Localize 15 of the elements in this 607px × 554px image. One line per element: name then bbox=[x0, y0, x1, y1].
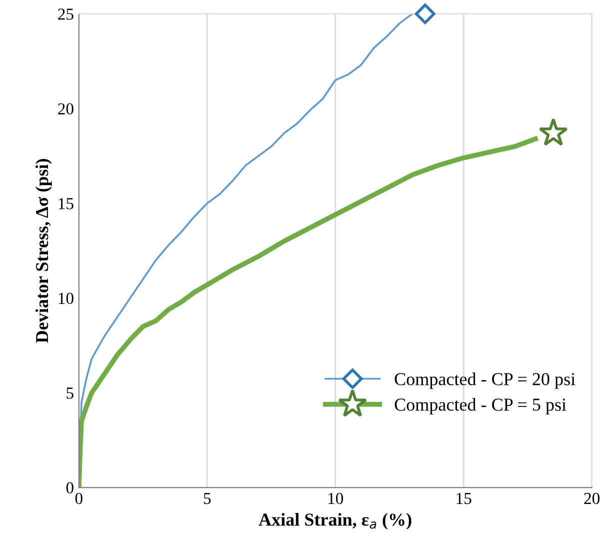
x-tick-label: 10 bbox=[328, 492, 344, 504]
y-tick-label: 15 bbox=[58, 198, 74, 210]
x-tick-label: 5 bbox=[204, 493, 211, 504]
y-tick-label: 5 bbox=[66, 388, 74, 399]
legend-label: Compacted - CP = 20 psi bbox=[394, 372, 576, 389]
y-tick-label: 25 bbox=[58, 8, 74, 20]
x-tick-label: 15 bbox=[456, 492, 472, 504]
x-tick-label: 0 bbox=[75, 492, 82, 504]
legend-label: Compacted - CP = 5 psi bbox=[394, 398, 566, 414]
y-tick-label: 0 bbox=[66, 482, 74, 494]
x-tick-label: 20 bbox=[584, 492, 600, 504]
y-axis-title: Deviator Stress, Δσ (psi) bbox=[35, 158, 52, 343]
y-tick-label: 10 bbox=[58, 292, 74, 304]
x-axis-title: Axial Strain, ε$_{a}$ (%) bbox=[258, 513, 412, 530]
y-tick-label: 20 bbox=[58, 103, 74, 115]
